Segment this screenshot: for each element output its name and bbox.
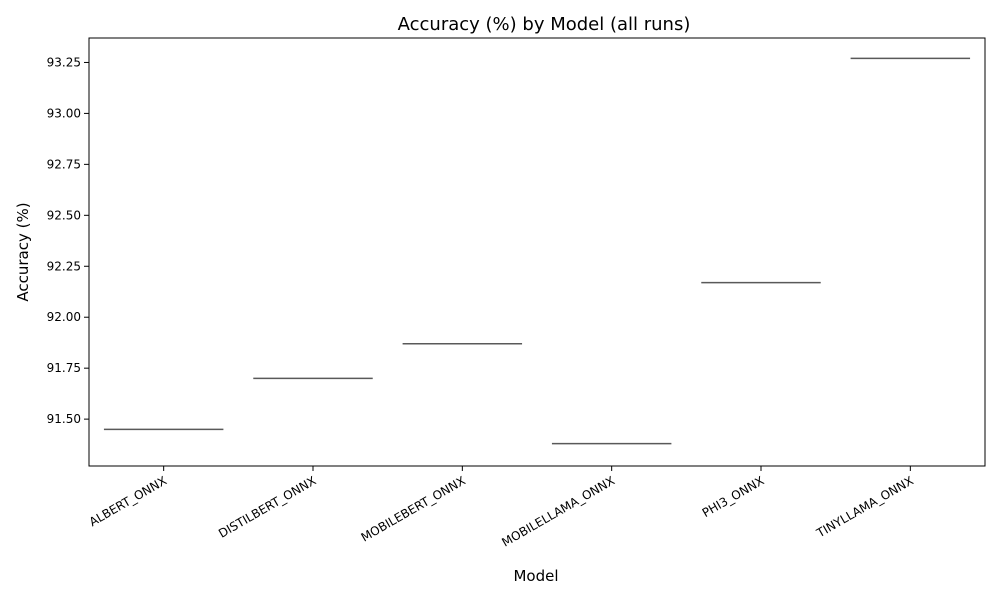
plot-area [88,37,986,467]
y-axis: 91.50 91.75 92.00 92.25 92.50 92.75 93.00 93.25 [47,55,89,426]
x-tick-label: MOBILEBERT_ONNX [359,473,468,544]
x-tick-label: ALBERT_ONNX [87,473,169,529]
x-tick-label: PHI3_ONNX [700,473,767,520]
y-tick-label: 92.50 [47,208,81,222]
x-tick-label: MOBILELLAMA_ONNX [499,473,617,549]
chart-title: Accuracy (%) by Model (all runs) [398,14,691,35]
x-axis: ALBERT_ONNX DISTILBERT_ONNX MOBILEBERT_ONN… [87,466,916,550]
y-tick-label: 93.25 [47,55,81,69]
y-tick-label: 93.00 [47,106,81,120]
x-axis-label: Model [513,567,558,585]
y-tick-label: 92.25 [47,259,81,273]
y-tick-label: 91.50 [47,412,81,426]
x-tick-label: DISTILBERT_ONNX [216,473,318,540]
y-axis-label: Accuracy (%) [14,202,32,301]
y-tick-label: 92.00 [47,310,81,324]
box-series [103,57,971,445]
x-tick-label: TINYLLAMA_ONNX [813,473,915,540]
y-tick-label: 92.75 [47,157,81,171]
y-tick-label: 91.75 [47,361,81,375]
